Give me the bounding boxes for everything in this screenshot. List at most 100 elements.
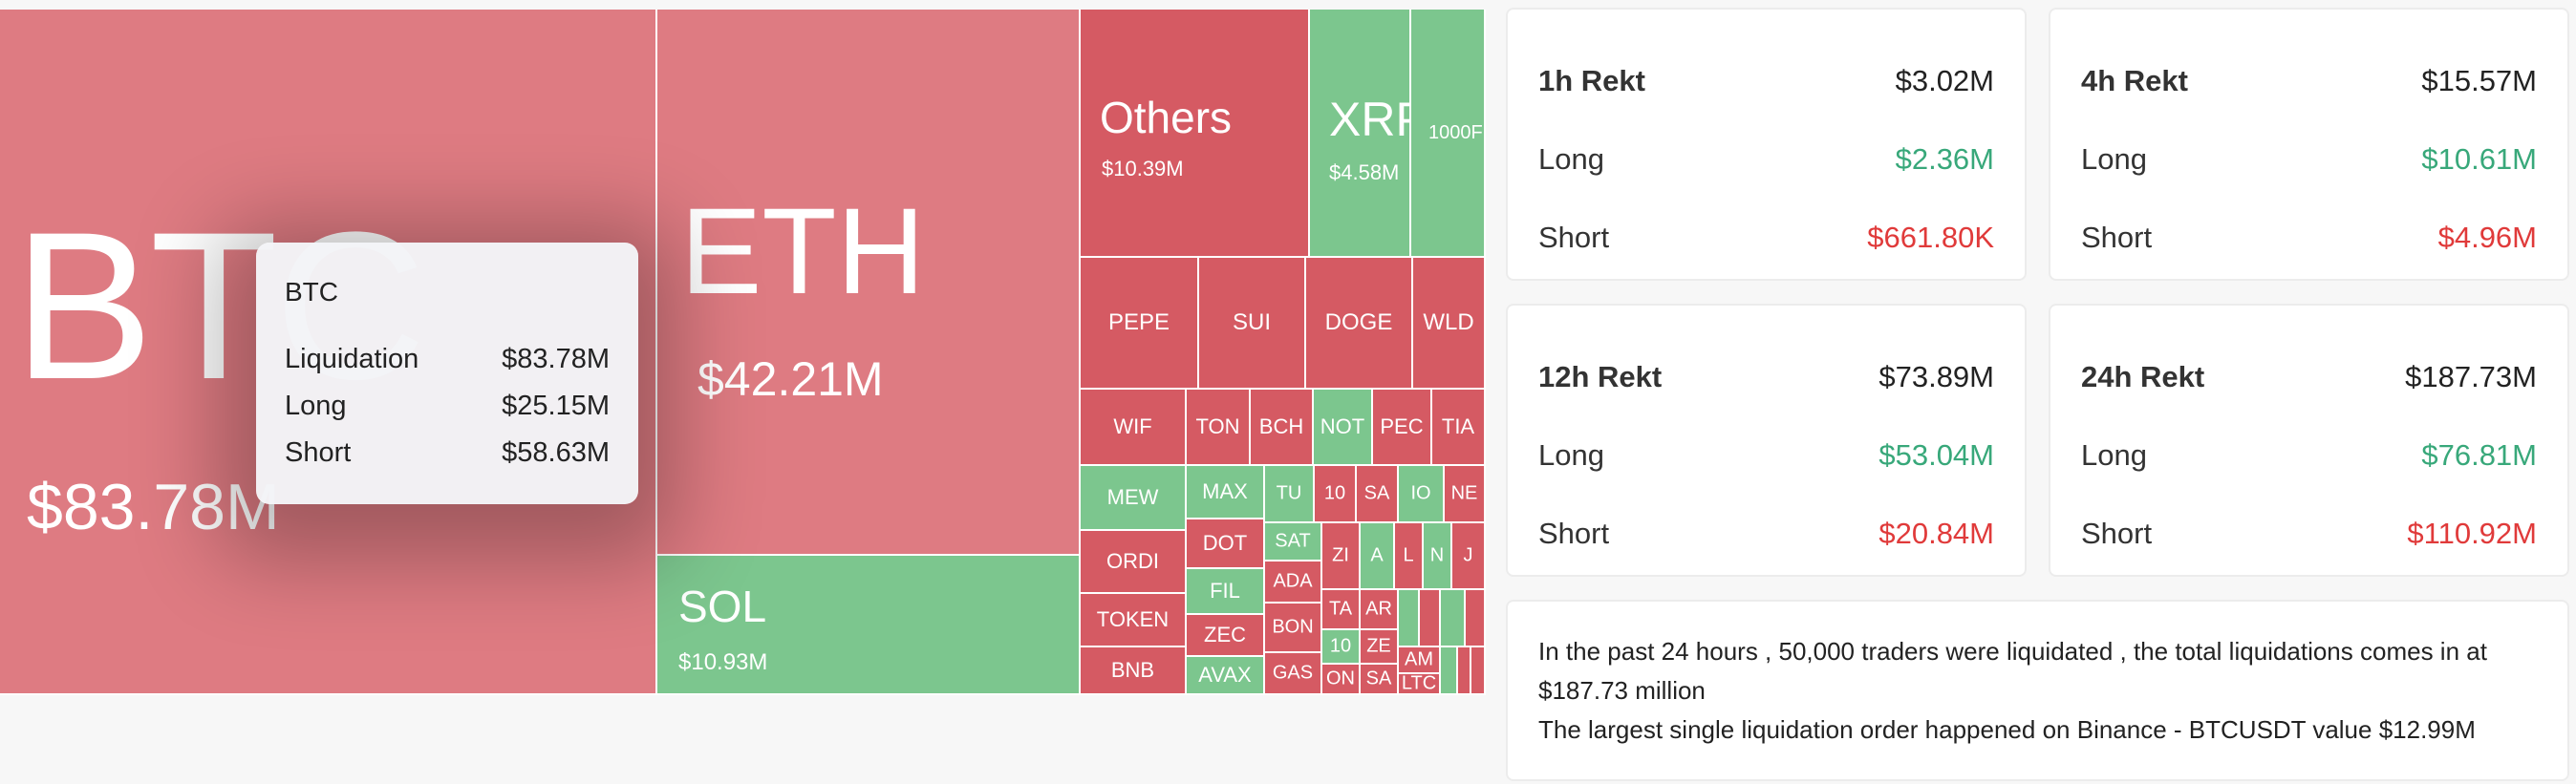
- tile-sa[interactable]: SA: [1357, 466, 1399, 523]
- tile-x1[interactable]: [1399, 590, 1420, 647]
- tile-max[interactable]: MAX: [1187, 466, 1265, 519]
- tile-fil[interactable]: FIL: [1187, 569, 1265, 615]
- tile-x7[interactable]: [1471, 647, 1486, 695]
- tile-xrp[interactable]: XRP $4.58M: [1310, 10, 1411, 258]
- tile-10b[interactable]: 10: [1322, 630, 1361, 665]
- tile-wif[interactable]: WIF: [1081, 390, 1187, 466]
- card-total: $3.02M: [1895, 64, 1994, 97]
- tile-l[interactable]: L: [1395, 523, 1424, 590]
- tile-symbol: ZEC: [1204, 623, 1246, 646]
- tooltip-title: BTC: [285, 277, 338, 307]
- long-label: Long: [2081, 142, 2147, 176]
- tooltip-value: $25.15M: [502, 391, 610, 421]
- tile-ar[interactable]: AR: [1361, 590, 1399, 630]
- tile-x5[interactable]: [1441, 647, 1458, 695]
- tile-zi[interactable]: ZI: [1322, 523, 1361, 590]
- tile-symbol: L: [1403, 544, 1414, 566]
- short-value: $661.80K: [1867, 221, 1994, 254]
- tile-symbol: ZI: [1332, 544, 1349, 566]
- tile-not[interactable]: NOT: [1314, 390, 1373, 466]
- tile-bch[interactable]: BCH: [1251, 390, 1314, 466]
- tile-ze[interactable]: ZE: [1361, 630, 1399, 665]
- short-label: Short: [2081, 221, 2153, 254]
- tile-sat[interactable]: SAT: [1265, 523, 1322, 562]
- btc-tooltip: BTC Liquidation $83.78M Long $25.15M Sho…: [256, 243, 638, 504]
- tile-sa2[interactable]: SA: [1361, 665, 1399, 695]
- tile-ton[interactable]: TON: [1187, 390, 1251, 466]
- tile-symbol: ADA: [1273, 570, 1313, 592]
- tile-symbol: LTC: [1401, 674, 1437, 694]
- tile-bon[interactable]: BON: [1265, 604, 1322, 653]
- tile-10[interactable]: 10: [1315, 466, 1357, 523]
- short-value: $20.84M: [1878, 517, 1994, 550]
- long-value: $53.04M: [1878, 438, 1994, 472]
- tile-value: $10.39M: [1102, 157, 1184, 180]
- liquidation-heatmap: BTC $83.78M ETH $42.21M SOL $10.93M Othe…: [0, 10, 1486, 695]
- short-value: $110.92M: [2407, 517, 2537, 550]
- tile-gas[interactable]: GAS: [1265, 653, 1322, 695]
- tile-zec[interactable]: ZEC: [1187, 615, 1265, 657]
- tile-ltc[interactable]: LTC: [1399, 674, 1441, 695]
- rekt-card-24h: 24h Rekt $187.73M Long $76.81M Short $11…: [2049, 304, 2569, 577]
- tile-ordi[interactable]: ORDI: [1081, 531, 1187, 594]
- rekt-card-4h: 4h Rekt $15.57M Long $10.61M Short $4.96…: [2049, 8, 2569, 281]
- tile-x3[interactable]: [1441, 590, 1466, 647]
- tile-ada[interactable]: ADA: [1265, 562, 1322, 604]
- tile-io[interactable]: IO: [1399, 466, 1445, 523]
- tile-dot[interactable]: DOT: [1187, 519, 1265, 569]
- short-value: $4.96M: [2437, 221, 2537, 254]
- long-label: Long: [1538, 142, 1604, 176]
- card-short-row: Short $20.84M: [1508, 495, 2025, 573]
- tile-symbol: AM: [1405, 648, 1433, 670]
- tile-avax[interactable]: AVAX: [1187, 657, 1265, 695]
- card-short-row: Short $4.96M: [2050, 199, 2567, 277]
- tile-value: $83.78M: [27, 471, 280, 543]
- long-label: Long: [2081, 438, 2147, 472]
- tile-am[interactable]: AM: [1399, 647, 1441, 674]
- tile-on[interactable]: ON: [1322, 665, 1361, 695]
- tile-value: $10.93M: [678, 649, 768, 675]
- tile-others[interactable]: Others $10.39M: [1081, 10, 1310, 258]
- card-long-row: Long $2.36M: [1508, 120, 2025, 199]
- tile-j[interactable]: J: [1452, 523, 1486, 590]
- tile-symbol: WIF: [1113, 414, 1152, 438]
- tile-a[interactable]: A: [1361, 523, 1395, 590]
- tile-mew[interactable]: MEW: [1081, 466, 1187, 531]
- tile-x2[interactable]: [1420, 590, 1441, 647]
- tile-sol[interactable]: SOL $10.93M: [657, 556, 1081, 695]
- tile-tia[interactable]: TIA: [1432, 390, 1486, 466]
- tile-tu[interactable]: TU: [1265, 466, 1315, 523]
- tile-symbol: TA: [1328, 598, 1353, 620]
- tile-symbol: MAX: [1202, 479, 1248, 503]
- tooltip-row-short: Short $58.63M: [285, 430, 610, 477]
- rekt-card-12h: 12h Rekt $73.89M Long $53.04M Short $20.…: [1506, 304, 2027, 577]
- tile-ne[interactable]: NE: [1445, 466, 1486, 523]
- tile-token[interactable]: TOKEN: [1081, 594, 1187, 647]
- card-header: 4h Rekt $15.57M: [2050, 42, 2567, 120]
- tile-symbol: TOKEN: [1096, 607, 1170, 631]
- tile-bnb[interactable]: BNB: [1081, 647, 1187, 695]
- short-label: Short: [1538, 517, 1610, 550]
- tile-doge[interactable]: DOGE: [1306, 258, 1413, 390]
- tile-pepe[interactable]: PEPE: [1081, 258, 1199, 390]
- tile-eth[interactable]: ETH $42.21M: [657, 10, 1081, 556]
- tile-n[interactable]: N: [1424, 523, 1452, 590]
- tile-sui[interactable]: SUI: [1199, 258, 1306, 390]
- tile-symbol: 10: [1329, 635, 1352, 657]
- tile-symbol: BCH: [1258, 414, 1304, 438]
- tile-symbol: ON: [1326, 667, 1355, 689]
- tile-symbol: TIA: [1441, 414, 1475, 438]
- tile-ta[interactable]: TA: [1322, 590, 1361, 630]
- tile-pec[interactable]: PEC: [1373, 390, 1432, 466]
- card-total: $15.57M: [2421, 64, 2537, 97]
- tile-symbol: AR: [1365, 598, 1392, 620]
- tile-x6[interactable]: [1458, 647, 1471, 695]
- summary-line-1: In the past 24 hours , 50,000 traders we…: [1538, 637, 2487, 705]
- tile-wld[interactable]: WLD: [1413, 258, 1486, 390]
- tile-symbol: IO: [1410, 482, 1431, 504]
- tile-1000f[interactable]: 1000F: [1411, 10, 1486, 258]
- tile-symbol: NOT: [1320, 414, 1365, 438]
- card-total: $73.89M: [1878, 360, 1994, 393]
- summary-line-2: The largest single liquidation order hap…: [1538, 715, 2476, 744]
- tile-x4[interactable]: [1466, 590, 1486, 647]
